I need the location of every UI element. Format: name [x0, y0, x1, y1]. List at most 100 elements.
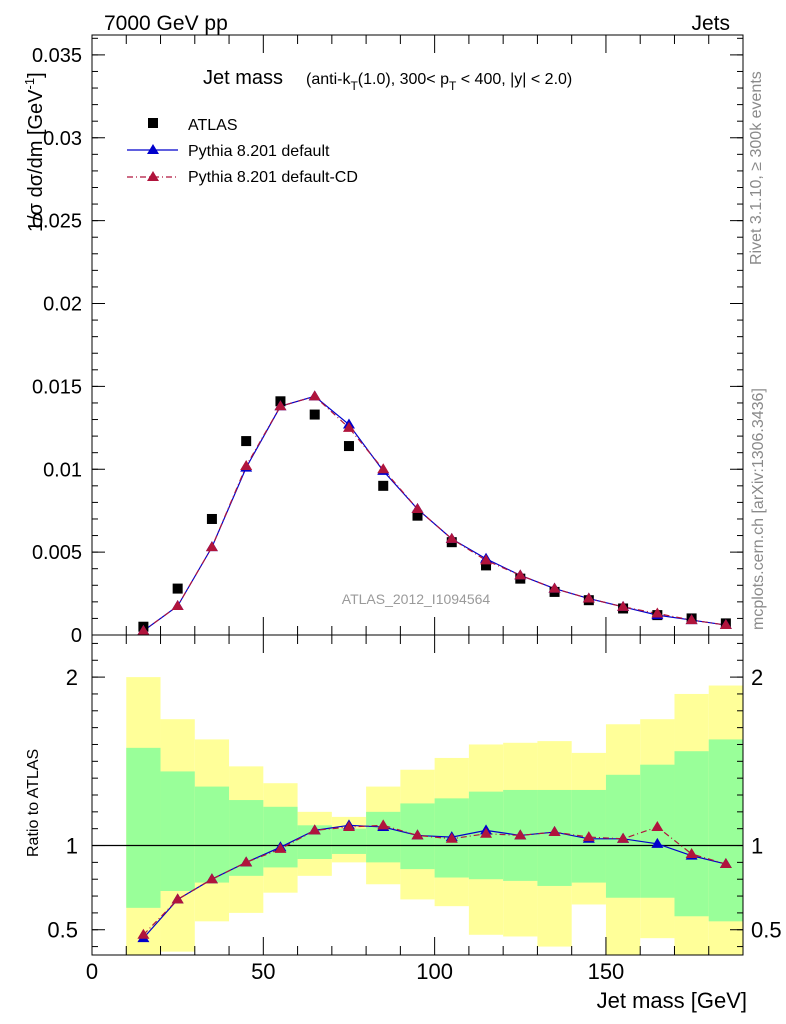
mc-point-2 [205, 541, 218, 552]
header-left: 7000 GeV pp [104, 12, 228, 35]
ratio-point-1 [685, 847, 698, 858]
ratio-y-tick-label-right: 1 [751, 834, 763, 859]
main-y-tick-label: 0.02 [43, 294, 82, 316]
atlas-data-point [412, 510, 423, 521]
mc-point-2 [582, 592, 595, 603]
atlas-data-point [172, 583, 183, 594]
title-sub-t2: T [449, 79, 457, 93]
legend-marker-atlas [148, 118, 158, 128]
ratio-point-1 [445, 832, 458, 843]
atlas-data-point [241, 436, 252, 447]
mc-point-2 [480, 554, 493, 565]
ratio-point-0 [651, 837, 664, 848]
mc-point-2 [342, 421, 355, 432]
mcplots-label: mcplots.cern.ch [arXiv:1306.3436] [750, 388, 767, 630]
mc-point-2 [548, 582, 561, 593]
main-y-tick-label: 0.03 [43, 128, 82, 150]
ratio-uncertainty-bands [126, 677, 743, 955]
legend-label-default-cd: Pythia 8.201 default-CD [188, 169, 358, 186]
ratio-point-1 [548, 826, 561, 837]
main-y-tick-label: 0.015 [32, 376, 82, 398]
main-y-label: 1/σ dσ/dm [GeV-1] [22, 72, 47, 232]
ratio-point-1 [651, 821, 664, 831]
rivet-label: Rivet 3.1.10, ≥ 300k events [748, 71, 765, 265]
ratio-point-1 [342, 821, 355, 831]
main-y-tick-label: 0.01 [43, 459, 82, 481]
main-y-label-close: ] [25, 72, 47, 78]
ratio-point-1 [137, 928, 150, 939]
ratio-axes: 0.5 0.5 1 1 2 2 0 50 100 150 [47, 635, 782, 984]
main-series [137, 390, 732, 635]
mc-point-2 [240, 459, 253, 470]
ratio-point-1 [411, 829, 424, 840]
ratio-y-tick-label: 1 [66, 834, 78, 859]
mc-point-2 [617, 600, 630, 611]
ratio-point-1 [582, 831, 595, 842]
mc-point-2 [137, 624, 150, 635]
title-sub-t1: T [350, 79, 358, 93]
ratio-point-1 [480, 827, 493, 838]
mc-point-2 [685, 614, 698, 625]
ratio-y-tick-label-right: 2 [751, 665, 763, 690]
x-axis-label: Jet mass [GeV] [597, 988, 747, 1013]
ratio-series [137, 819, 732, 943]
ratio-point-1 [377, 819, 390, 830]
ratio-point-1 [240, 856, 253, 867]
ratio-band-inner [263, 806, 298, 868]
atlas-data-point [378, 480, 389, 491]
atlas-data-point [309, 409, 320, 420]
ratio-band-inner [160, 771, 195, 891]
ratio-plot-frame [91, 634, 744, 956]
atlas-data-point [481, 560, 492, 571]
mc-point-2 [411, 503, 424, 514]
main-y-tick-label: 0 [71, 625, 82, 647]
mc-point-2 [308, 390, 321, 401]
main-y-tick-label: 0.035 [32, 45, 82, 67]
x-tick-label: 150 [588, 959, 625, 984]
ratio-y-label: Ratio to ATLAS [25, 749, 42, 857]
ratio-point-1 [308, 824, 321, 835]
legend-label-atlas: ATLAS [188, 117, 238, 134]
legend: ATLAS Pythia 8.201 default Pythia 8.201 … [127, 117, 358, 186]
legend-marker-default [147, 144, 159, 154]
main-series-line-2 [143, 395, 726, 632]
ratio-point-1 [617, 832, 630, 843]
ratio-band-inner [708, 739, 743, 922]
title-detail-pre: (anti-k [306, 71, 351, 88]
ratio-point-1 [274, 842, 287, 853]
analysis-watermark: ATLAS_2012_I1094564 [342, 591, 491, 607]
main-plot: 0 0.005 0.01 0.015 0.02 0.025 0.03 0.035 Jet ma… [22, 34, 744, 647]
atlas-data-point [343, 441, 354, 452]
ratio-plot: 0.5 0.5 1 1 2 2 0 50 100 150 Ratio to ATLAS Jet m… [25, 634, 782, 1013]
legend-marker-default-cd [147, 171, 159, 181]
ratio-point-1 [171, 893, 184, 904]
x-tick-label: 0 [86, 959, 98, 984]
main-y-tick-label: 0.005 [32, 542, 82, 564]
header-right: Jets [691, 12, 730, 35]
ratio-band-inner [126, 747, 161, 908]
mc-point-2 [514, 569, 527, 580]
legend-label-default: Pythia 8.201 default [188, 143, 330, 160]
main-y-axis: 0 0.005 0.01 0.015 0.02 0.025 0.03 0.035 [32, 37, 743, 647]
mc-point-2 [651, 607, 664, 618]
main-plot-frame [91, 34, 744, 636]
plot-title: Jet mass [203, 67, 283, 89]
mc-point-2 [377, 463, 390, 474]
plot-title-main: Jet mass [203, 67, 283, 89]
ratio-y-tick-label-right: 0.5 [751, 918, 782, 943]
x-tick-label: 50 [251, 959, 275, 984]
atlas-data-point [206, 513, 217, 524]
x-tick-label: 100 [416, 959, 453, 984]
ratio-y-tick-label: 2 [66, 665, 78, 690]
ratio-y-tick-label: 0.5 [47, 918, 78, 943]
mc-point-2 [719, 619, 732, 630]
mc-point-2 [171, 599, 184, 610]
ratio-series-line-1 [142, 824, 727, 936]
main-x-axis [91, 35, 744, 635]
ratio-band-inner [674, 751, 709, 917]
ratio-band-inner [194, 786, 230, 883]
ratio-band-inner [537, 789, 572, 886]
mc-point-2 [274, 400, 287, 411]
ratio-band-inner [331, 828, 367, 854]
